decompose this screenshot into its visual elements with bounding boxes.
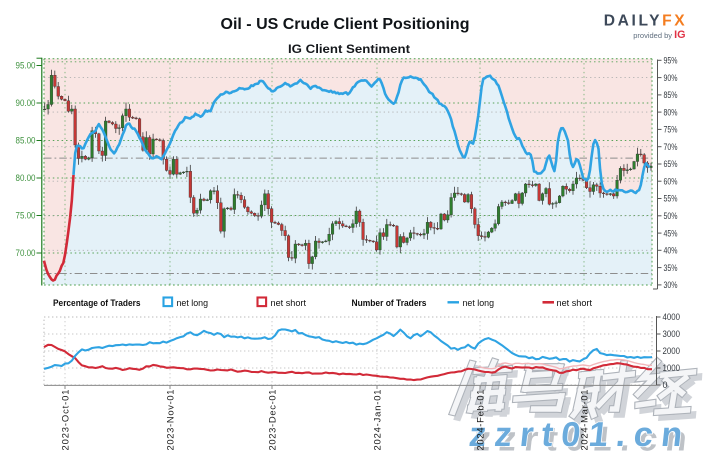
svg-text:60%: 60%: [664, 176, 678, 186]
svg-text:4000: 4000: [663, 312, 681, 322]
svg-text:35%: 35%: [664, 263, 678, 273]
svg-text:70%: 70%: [664, 142, 678, 152]
svg-text:85%: 85%: [664, 90, 678, 100]
svg-text:net short: net short: [271, 298, 307, 308]
svg-text:70.00: 70.00: [16, 248, 36, 258]
svg-text:80%: 80%: [664, 107, 678, 117]
svg-text:75.00: 75.00: [16, 211, 36, 221]
svg-text:95%: 95%: [664, 56, 678, 66]
svg-text:3000: 3000: [663, 329, 681, 339]
svg-text:Number of Traders: Number of Traders: [352, 298, 427, 308]
svg-text:2023-Oct-01: 2023-Oct-01: [60, 390, 71, 451]
svg-text:zzrt01.cn: zzrt01.cn: [467, 416, 692, 453]
svg-text:80.00: 80.00: [16, 173, 36, 183]
svg-text:2023-Dec-01: 2023-Dec-01: [267, 390, 278, 451]
svg-text:provided by IG: provided by IG: [633, 29, 685, 41]
svg-text:net long: net long: [177, 298, 209, 308]
svg-text:0: 0: [663, 380, 668, 390]
svg-text:2000: 2000: [663, 346, 681, 356]
svg-text:1000: 1000: [663, 363, 681, 373]
svg-text:85.00: 85.00: [16, 136, 36, 146]
svg-text:30%: 30%: [664, 280, 678, 290]
svg-text:45%: 45%: [664, 228, 678, 238]
svg-text:2023-Nov-01: 2023-Nov-01: [165, 390, 176, 451]
svg-text:50%: 50%: [664, 211, 678, 221]
svg-text:Oil - US Crude Client Position: Oil - US Crude Client Positioning: [221, 16, 470, 33]
svg-text:65%: 65%: [664, 159, 678, 169]
svg-text:IG Client Sentiment: IG Client Sentiment: [288, 42, 410, 56]
svg-text:40%: 40%: [664, 246, 678, 256]
svg-text:net long: net long: [463, 298, 495, 308]
svg-text:2024-Feb-01: 2024-Feb-01: [475, 390, 486, 451]
svg-text:95.00: 95.00: [16, 61, 36, 71]
svg-text:75%: 75%: [664, 125, 678, 135]
svg-text:Percentage of Traders: Percentage of Traders: [53, 298, 141, 308]
svg-text:90%: 90%: [664, 73, 678, 83]
svg-text:2024-Jan-01: 2024-Jan-01: [372, 390, 383, 451]
svg-text:zzrt01.cn: zzrt01.cn: [472, 421, 697, 453]
svg-text:2024-Mar-01: 2024-Mar-01: [579, 390, 590, 451]
svg-text:55%: 55%: [664, 194, 678, 204]
svg-text:net short: net short: [557, 298, 593, 308]
svg-text:90.00: 90.00: [16, 98, 36, 108]
svg-text:DAILYFX: DAILYFX: [604, 13, 688, 30]
